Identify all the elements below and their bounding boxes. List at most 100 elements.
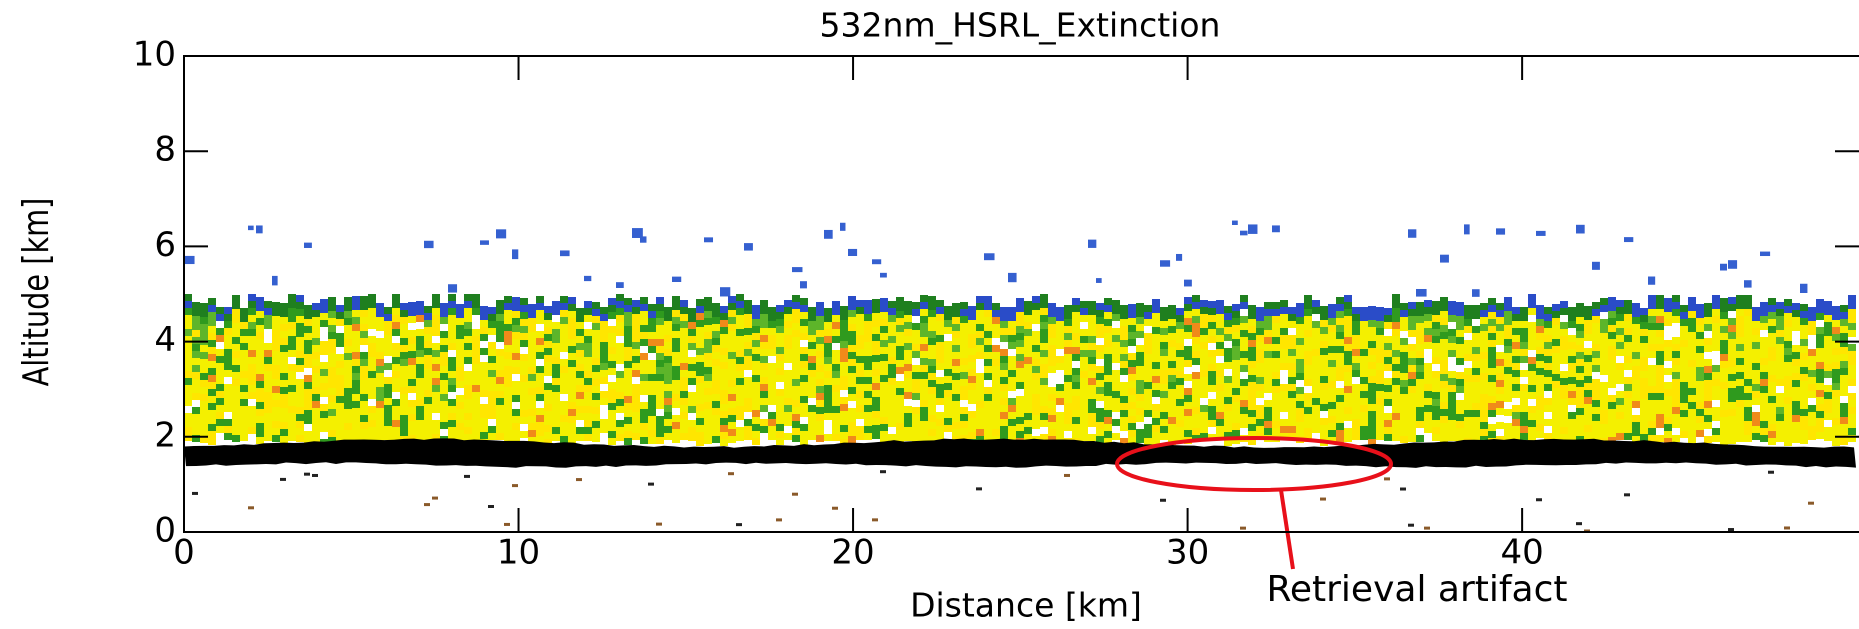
aerosol-cell xyxy=(1120,410,1128,417)
cloud-speck xyxy=(448,284,457,292)
aerosol-cell xyxy=(1600,340,1608,347)
aerosol-cell xyxy=(800,417,808,424)
aerosol-cell xyxy=(848,359,856,366)
aerosol-cell xyxy=(384,370,392,377)
aerosol-cell xyxy=(232,337,240,344)
aerosol-cell xyxy=(1272,351,1280,358)
aerosol-cell xyxy=(688,308,696,315)
aerosol-cell xyxy=(912,421,920,428)
aerosol-cell xyxy=(576,308,584,315)
aerosol-cell xyxy=(696,320,704,327)
aerosol-cell xyxy=(1424,398,1432,405)
aerosol-cell xyxy=(1160,391,1168,398)
aerosol-cell xyxy=(552,413,560,420)
aerosol-cell xyxy=(1584,327,1592,334)
aerosol-cell xyxy=(1472,424,1480,431)
aerosol-cell xyxy=(616,343,624,350)
aerosol-cell xyxy=(1360,377,1368,384)
aerosol-cell xyxy=(1552,381,1560,388)
aerosol-cell xyxy=(720,418,728,425)
aerosol-cell xyxy=(1656,414,1664,421)
aerosol-cell xyxy=(1192,330,1200,337)
aerosol-cell xyxy=(824,434,832,441)
aerosol-cell xyxy=(1344,351,1352,358)
aerosol-cell xyxy=(704,332,712,339)
aerosol-cell xyxy=(1576,415,1584,422)
aerosol-cell xyxy=(1152,348,1160,355)
aerosol-cell xyxy=(1160,363,1168,370)
aerosol-cell xyxy=(1832,404,1840,411)
aerosol-cell xyxy=(1336,416,1344,423)
aerosol-cell xyxy=(1592,358,1600,365)
aerosol-cell xyxy=(1352,433,1360,440)
aerosol-cell xyxy=(1472,375,1480,382)
aerosol-cell xyxy=(256,395,264,402)
aerosol-cell xyxy=(672,324,680,331)
aerosol-cell xyxy=(344,339,352,346)
aerosol-cell xyxy=(1072,368,1080,375)
aerosol-cell xyxy=(448,392,456,399)
aerosol-cell xyxy=(1248,305,1256,312)
aerosol-cell xyxy=(224,349,232,356)
aerosol-cell xyxy=(1336,297,1344,304)
aerosol-cell xyxy=(744,426,752,433)
aerosol-cell xyxy=(864,300,872,307)
aerosol-cell xyxy=(1048,373,1056,380)
aerosol-cell xyxy=(240,308,248,315)
aerosol-cell xyxy=(312,380,320,387)
aerosol-cell xyxy=(1192,372,1200,379)
aerosol-cell xyxy=(632,342,640,349)
aerosol-cell xyxy=(1344,372,1352,379)
aerosol-cell xyxy=(1480,338,1488,345)
aerosol-cell xyxy=(1096,408,1104,415)
aerosol-cell xyxy=(1552,304,1560,311)
aerosol-cell xyxy=(1248,333,1256,340)
aerosol-cell xyxy=(1296,394,1304,401)
aerosol-cell xyxy=(328,339,336,346)
aerosol-cell xyxy=(1056,363,1064,370)
aerosol-cell xyxy=(432,364,440,371)
aerosol-cell xyxy=(1016,368,1024,375)
aerosol-cell xyxy=(624,403,632,410)
aerosol-cell xyxy=(608,312,616,319)
aerosol-cell xyxy=(800,319,808,326)
aerosol-cell xyxy=(512,367,520,374)
aerosol-cell xyxy=(1776,323,1784,330)
aerosol-cell xyxy=(560,408,568,415)
aerosol-cell xyxy=(1664,347,1672,354)
aerosol-cell xyxy=(1064,396,1072,403)
aerosol-cell xyxy=(280,303,288,310)
aerosol-cell xyxy=(424,397,432,404)
aerosol-cell xyxy=(736,434,744,441)
aerosol-cell xyxy=(192,393,200,400)
aerosol-cell xyxy=(904,364,912,371)
aerosol-cell xyxy=(1016,312,1024,319)
aerosol-cell xyxy=(928,394,936,401)
aerosol-cell xyxy=(1736,330,1744,337)
aerosol-cell xyxy=(1648,295,1656,302)
aerosol-cell xyxy=(1744,386,1752,393)
aerosol-cell xyxy=(560,422,568,429)
aerosol-cell xyxy=(1272,379,1280,386)
aerosol-cell xyxy=(1720,305,1728,312)
aerosol-cell xyxy=(1024,371,1032,378)
aerosol-cell xyxy=(1776,337,1784,344)
aerosol-cell xyxy=(1720,396,1728,403)
aerosol-cell xyxy=(904,329,912,336)
aerosol-cell xyxy=(592,400,600,407)
aerosol-cell xyxy=(1576,366,1584,373)
aerosol-cell xyxy=(1064,403,1072,410)
aerosol-cell xyxy=(488,342,496,349)
aerosol-cell xyxy=(720,313,728,320)
aerosol-cell xyxy=(592,309,600,316)
aerosol-cell xyxy=(704,402,712,409)
aerosol-cell xyxy=(1688,416,1696,423)
aerosol-cell xyxy=(568,311,576,318)
aerosol-cell xyxy=(1064,305,1072,312)
aerosol-cell xyxy=(1760,407,1768,414)
aerosol-cell xyxy=(1776,316,1784,323)
aerosol-cell xyxy=(960,323,968,330)
aerosol-cell xyxy=(472,385,480,392)
aerosol-cell xyxy=(344,381,352,388)
aerosol-cell xyxy=(1672,386,1680,393)
